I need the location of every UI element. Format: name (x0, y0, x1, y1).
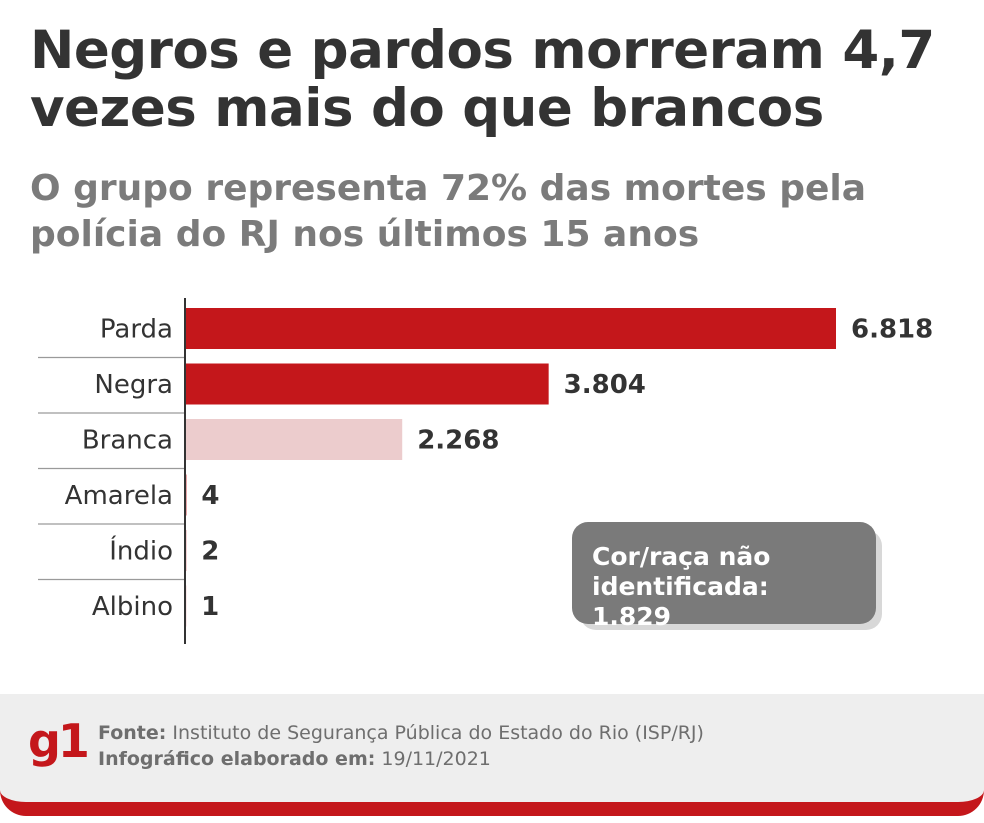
chart-subtitle: O grupo representa 72% das mortes pela p… (30, 168, 867, 255)
chart-title: Negros e pardos morreram 4,7 vezes mais … (30, 20, 935, 139)
bar (186, 419, 403, 460)
value-label: 2 (201, 537, 219, 567)
value-label: 4 (201, 481, 219, 511)
source-label: Fonte: (98, 722, 167, 744)
value-label: 6.818 (851, 315, 933, 345)
value-label: 2.268 (417, 426, 499, 456)
g1-logo: g1 (28, 714, 90, 768)
bar (186, 308, 836, 349)
value-label: 3.804 (564, 370, 646, 400)
category-label: Negra (94, 370, 173, 400)
category-label: Parda (100, 315, 173, 345)
source-line: Fonte: Instituto de Segurança Pública do… (98, 720, 704, 746)
callout-line-2: identificada: 1.829 (592, 572, 769, 631)
callout-line-1: Cor/raça não (592, 542, 771, 571)
date-line: Infográfico elaborado em: 19/11/2021 (98, 746, 704, 772)
source-block: Fonte: Instituto de Segurança Pública do… (98, 720, 704, 772)
unidentified-callout: Cor/raça não identificada: 1.829 (572, 522, 876, 631)
date-text: 19/11/2021 (381, 748, 491, 770)
date-label: Infográfico elaborado em: (98, 748, 376, 770)
value-label: 1 (201, 592, 219, 622)
source-text: Instituto de Segurança Pública do Estado… (172, 722, 704, 744)
category-label: Amarela (65, 481, 173, 511)
bar (186, 363, 549, 405)
footer: g1 Fonte: Instituto de Segurança Pública… (0, 694, 984, 816)
category-label: Branca (82, 426, 173, 456)
category-label: Albino (92, 592, 173, 622)
bar-chart: Parda 6.818 Negra 3.804 Branca 2.268 Amarela 4Í… (38, 298, 933, 644)
category-label: Índio (109, 535, 173, 567)
